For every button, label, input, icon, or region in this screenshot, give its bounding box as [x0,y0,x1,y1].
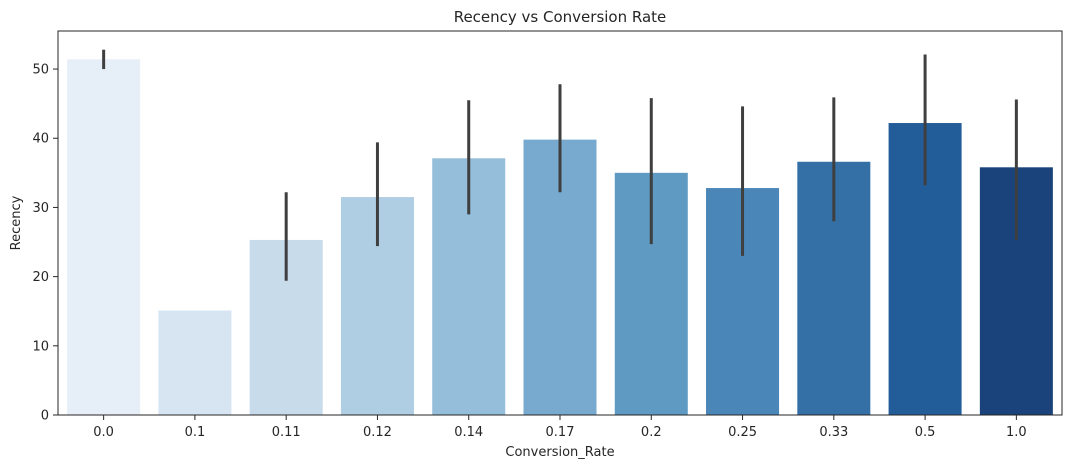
bars-group [67,59,1053,416]
x-tick-label: 1.0 [1006,425,1027,440]
x-axis-label: Conversion_Rate [505,445,614,460]
x-tick-label: 0.14 [454,425,483,440]
y-axis-label: Recency [9,195,24,250]
x-tick-label: 0.5 [915,425,936,440]
y-tick-label: 40 [32,132,49,147]
x-tick-label: 0.1 [185,425,206,440]
y-tick-label: 0 [41,409,49,424]
x-tick-label: 0.17 [546,425,575,440]
chart-title: Recency vs Conversion Rate [454,8,667,26]
x-tick-label: 0.2 [641,425,662,440]
y-ticks-group: 0 10 20 30 40 50 [32,63,58,424]
bar-0.1 [158,310,232,415]
x-tick-label: 0.0 [93,425,114,440]
y-tick-label: 30 [32,201,49,216]
y-tick-label: 50 [32,63,49,78]
x-tick-label: 0.33 [819,425,848,440]
x-tick-label: 0.11 [272,425,301,440]
y-tick-label: 10 [32,339,49,354]
x-tick-label: 0.25 [728,425,757,440]
x-ticks-group: 0.0 0.1 0.11 0.12 0.14 0.17 0.2 0.25 0.33 0.5 1.0 [93,415,1027,440]
y-tick-label: 20 [32,270,49,285]
error-bars-group [102,49,1018,281]
x-tick-label: 0.12 [363,425,392,440]
bar-0.0 [67,59,141,416]
